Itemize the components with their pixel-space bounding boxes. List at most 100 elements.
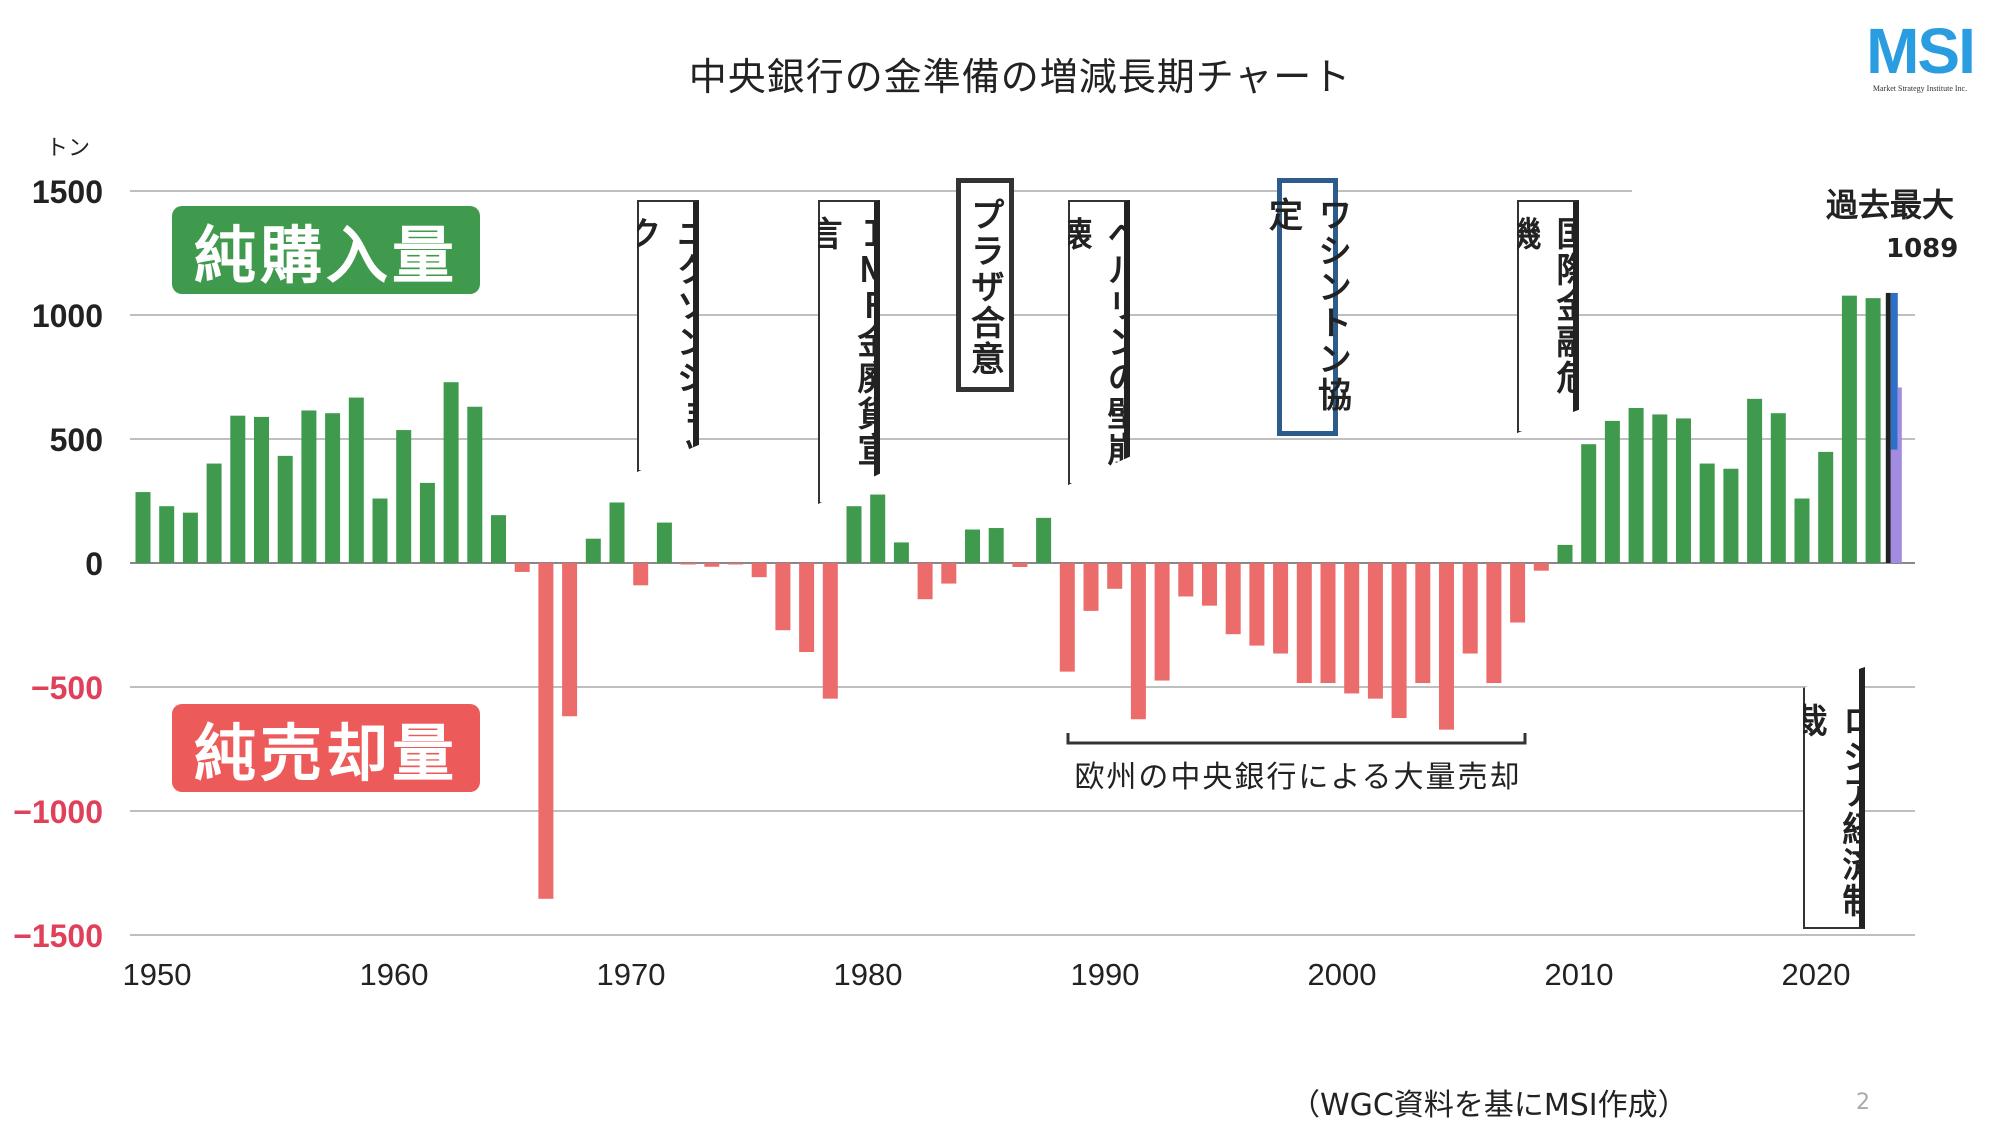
msi-logo: MSI Market Strategy Institute Inc.: [1850, 18, 1990, 93]
bar-1997: [1249, 563, 1265, 646]
bar-1973: [680, 563, 696, 565]
bar-1999: [1296, 563, 1312, 684]
y-tick-label: −1500: [13, 918, 103, 954]
bar-1993: [1154, 563, 1170, 681]
logo-text: MSI: [1866, 15, 1976, 87]
y-tick-label: −500: [31, 670, 103, 706]
bar-1970: [609, 502, 625, 563]
bar-1992: [1130, 563, 1146, 720]
bar-1989: [1059, 563, 1075, 672]
bar-2007: [1486, 563, 1502, 684]
y-tick-label: 1000: [32, 298, 103, 334]
bar-1956: [277, 455, 293, 563]
y-axis-unit: トン: [46, 136, 91, 161]
bar-1985: [965, 529, 980, 563]
bar-1981: [870, 494, 886, 563]
bar-1990: [1083, 563, 1099, 611]
bar-2008: [1510, 563, 1526, 623]
bar-1971: [633, 563, 649, 586]
bar-1980: [846, 506, 862, 563]
source-note: （WGC資料を基にMSI作成）: [1290, 1088, 1688, 1123]
bar-2022: [1841, 295, 1857, 563]
bar-1968: [562, 563, 578, 717]
net-sale-label: 純売却量: [172, 704, 480, 792]
bar-2006: [1462, 563, 1478, 654]
bar-1991: [1107, 563, 1123, 589]
annotation-plaza-accord: プラザ合意: [956, 178, 1014, 392]
bar-1962: [419, 482, 435, 563]
bar-1995: [1202, 563, 1217, 606]
peak-bar-inner: [1890, 449, 1898, 563]
bar-1960: [372, 498, 388, 563]
bar-2014: [1652, 414, 1668, 563]
bar-1982: [893, 542, 909, 563]
bar-1983: [917, 563, 933, 600]
bar-1950: [135, 492, 151, 563]
bar-2018: [1747, 398, 1763, 563]
bar-2017: [1723, 468, 1739, 563]
x-tick-label: 2000: [1308, 957, 1377, 992]
bar-1953: [206, 463, 222, 563]
bar-1963: [443, 382, 459, 563]
bar-1955: [254, 416, 269, 563]
bar-1965: [491, 515, 506, 563]
bar-2016: [1699, 463, 1715, 563]
page-number: 2: [1856, 1090, 1870, 1115]
bar-1972: [656, 522, 672, 563]
bar-1996: [1225, 563, 1241, 635]
peak-label: 過去最大: [1826, 186, 1955, 224]
annotation-nixon-shock: ニクソンショック: [637, 200, 699, 472]
bar-2001: [1344, 563, 1360, 694]
bar-1977: [775, 563, 791, 631]
bar-1958: [325, 413, 341, 563]
x-tick-label: 2020: [1782, 957, 1851, 992]
x-tick-label: 1960: [360, 957, 429, 992]
y-tick-label: 0: [85, 546, 103, 582]
chart-title: 中央銀行の金準備の増減長期チャート: [688, 55, 1352, 99]
peak-bar-outline: [1885, 292, 1891, 563]
x-tick-label: 1980: [834, 957, 903, 992]
y-tick-label: −1000: [13, 794, 103, 830]
bar-2000: [1320, 563, 1336, 684]
bar-2004: [1415, 563, 1431, 684]
bar-2013: [1628, 408, 1644, 563]
bar-1966: [514, 563, 530, 572]
peak-bar: [1890, 292, 1898, 563]
bar-1967: [538, 563, 554, 899]
bar-1959: [348, 397, 364, 563]
bar-2023: [1865, 298, 1881, 563]
bar-2003: [1391, 563, 1407, 718]
logo-subtitle: Market Strategy Institute Inc.: [1872, 84, 1968, 93]
bar-1969: [585, 538, 601, 563]
bar-1975: [728, 563, 743, 565]
bar-2005: [1439, 563, 1454, 730]
y-tick-label: 1500: [32, 174, 103, 210]
bar-1952: [182, 512, 198, 563]
europe-selling-bracket: [1066, 733, 1527, 745]
bar-1978: [799, 563, 815, 653]
x-tick-label: 1950: [123, 957, 192, 992]
bar-1984: [941, 563, 957, 584]
x-tick-label: 2010: [1545, 957, 1614, 992]
bar-2010: [1557, 544, 1573, 563]
peak-value: 1089: [1886, 234, 1959, 264]
bar-2012: [1604, 420, 1620, 563]
x-tick-label: 1990: [1071, 957, 1140, 992]
bar-1954: [230, 415, 246, 563]
bar-1994: [1178, 563, 1194, 597]
bar-1998: [1273, 563, 1289, 654]
bar-1976: [751, 563, 767, 578]
bar-2019: [1770, 413, 1786, 563]
annotation-financial-crisis: 国際金融危機: [1517, 200, 1579, 433]
bar-2011: [1581, 444, 1597, 563]
bar-1961: [396, 430, 412, 563]
bar-1986: [988, 528, 1004, 563]
annotation-imf: ＩＭＦ金廃貨宣言: [818, 200, 880, 504]
x-tick-label: 1970: [597, 957, 666, 992]
bar-1951: [159, 506, 175, 563]
bar-2015: [1676, 418, 1691, 563]
bar-1979: [822, 563, 838, 699]
bar-1988: [1036, 517, 1052, 563]
